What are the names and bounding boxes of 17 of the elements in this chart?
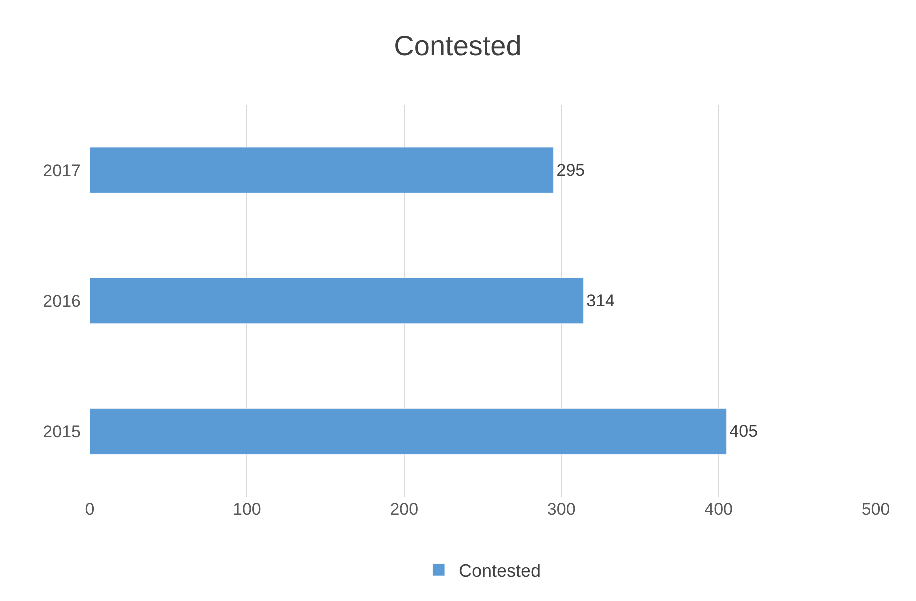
- y-tick-label: 2016: [43, 292, 81, 311]
- x-tick-label: 500: [862, 500, 890, 519]
- data-label: 314: [586, 292, 615, 310]
- x-tick-label: 0: [85, 500, 95, 519]
- x-tick-label: 400: [704, 500, 733, 519]
- x-tick-label: 200: [390, 500, 419, 519]
- bar: [90, 408, 727, 455]
- bar: [90, 147, 554, 194]
- y-tick-label: 2017: [43, 161, 81, 180]
- data-label: 295: [556, 160, 586, 180]
- x-tick-label: 100: [233, 500, 262, 519]
- chart-title: Contested: [394, 30, 522, 62]
- data-label: 405: [730, 422, 758, 442]
- bar: [90, 278, 584, 324]
- y-tick-label: 2015: [43, 422, 81, 442]
- legend-label: Contested: [459, 561, 542, 582]
- x-tick-label: 300: [547, 500, 576, 519]
